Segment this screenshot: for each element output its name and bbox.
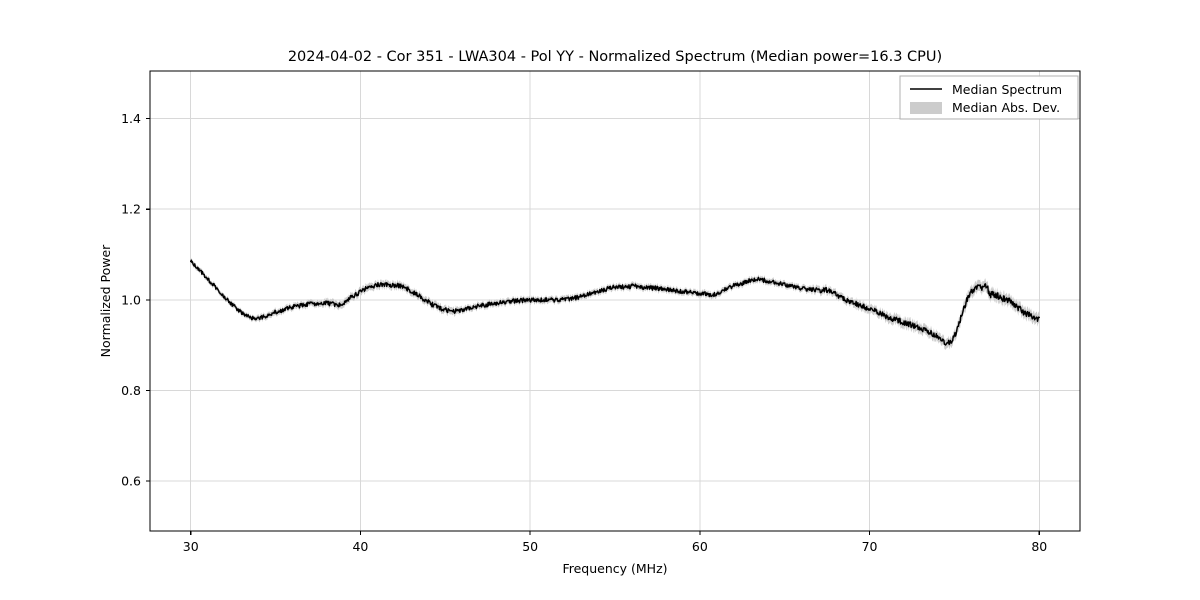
ytick-label-1.2: 1.2 xyxy=(121,202,141,217)
xtick-label-80: 80 xyxy=(1031,539,1047,554)
ytick-label-0.6: 0.6 xyxy=(121,474,141,489)
median-spectrum-line xyxy=(190,259,1040,346)
data-series-layer xyxy=(190,257,1040,350)
x-axis-label: Frequency (MHz) xyxy=(562,561,667,576)
chart-title: 2024-04-02 - Cor 351 - LWA304 - Pol YY -… xyxy=(288,49,942,65)
ytick-label-1: 1.0 xyxy=(121,292,141,307)
xtick-label-70: 70 xyxy=(862,539,878,554)
legend-label-median-spectrum: Median Spectrum xyxy=(952,82,1062,97)
ytick-label-0.8: 0.8 xyxy=(121,383,141,398)
gridlines xyxy=(150,71,1080,531)
x-axis-ticks: 30 40 50 60 70 80 xyxy=(183,531,1047,554)
xtick-label-30: 30 xyxy=(183,539,199,554)
ytick-label-1.4: 1.4 xyxy=(121,111,141,126)
xtick-label-40: 40 xyxy=(352,539,368,554)
axes-spines xyxy=(149,70,1081,532)
legend-swatch-median-abs-dev xyxy=(910,102,942,114)
xtick-label-50: 50 xyxy=(522,539,538,554)
xtick-label-60: 60 xyxy=(692,539,708,554)
legend-label-median-abs-dev: Median Abs. Dev. xyxy=(952,100,1060,115)
axes-frame xyxy=(149,70,1081,532)
y-axis-label: Normalized Power xyxy=(98,244,113,358)
chart-legend[interactable]: Median Spectrum Median Abs. Dev. xyxy=(899,75,1079,120)
y-axis-ticks: 0.6 0.8 1.0 1.2 1.4 xyxy=(121,111,150,489)
